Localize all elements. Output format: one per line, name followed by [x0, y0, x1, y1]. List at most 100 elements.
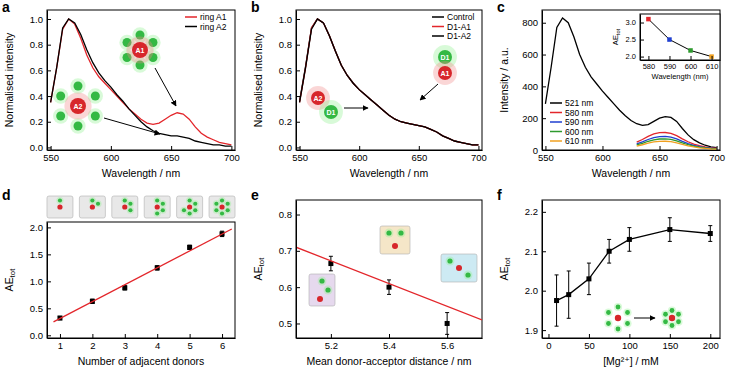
icon-glow [64, 92, 91, 119]
icon-glow [623, 319, 631, 327]
tick-mark [296, 96, 300, 97]
icon-glow [70, 78, 85, 93]
arrow [344, 108, 368, 109]
tick-label: 600 [103, 152, 119, 163]
tick-mark [710, 334, 711, 338]
tick: 700 [224, 146, 240, 163]
tick: 550 [538, 146, 554, 163]
icon-dot [128, 202, 132, 206]
tick-label: 0.8 [30, 39, 43, 50]
tick: 0.6 [279, 65, 300, 76]
legend-swatch [185, 16, 197, 18]
y-title: AEtot [498, 257, 512, 281]
tick-label: 150 [662, 340, 678, 351]
tick: 2.0 [626, 52, 644, 61]
x-axis: 550600650700 [292, 146, 487, 163]
y-title-main: Normalised intensity [252, 32, 264, 127]
tick-mark [296, 19, 300, 20]
tick-mark [47, 281, 51, 282]
icon-dot [193, 208, 197, 212]
icon-dot [132, 42, 148, 58]
icon-label: A2 [74, 103, 83, 110]
y-title: AEtot [611, 28, 621, 45]
tick-mark [296, 215, 300, 216]
legend: 521 nm580 nm590 nm600 nm610 nm [550, 98, 593, 146]
tick-mark [296, 147, 300, 148]
y-title-subscript: tot [503, 257, 512, 267]
icon-glow [464, 271, 473, 280]
y-axis: 0.00.20.40.60.81.0 [30, 11, 51, 153]
tick: 2.1 [525, 246, 546, 257]
axis-line [47, 11, 48, 151]
tick: 200 [522, 113, 546, 124]
icon-dot [57, 204, 62, 209]
legend-label: 600 nm [565, 127, 593, 137]
x-axis: 580590600610 [641, 56, 721, 71]
tick: 3 [123, 334, 128, 351]
icon-dot [188, 198, 192, 202]
x-title: Number of adjacent donors [78, 355, 205, 367]
tick-mark [670, 334, 671, 338]
icon-dot [606, 321, 611, 326]
error-bar [708, 226, 712, 242]
tick: 0.2 [30, 116, 51, 127]
panel: 5805906006102.02.53.0Wavelength (nm)AEto… [611, 14, 721, 81]
marker [607, 249, 612, 254]
tick-label: 610 [706, 62, 719, 71]
schematic: A1 A2 [53, 27, 176, 134]
icon-glow [623, 308, 631, 316]
icon-glow [614, 325, 622, 333]
legend: ring A1ring A2 [185, 12, 227, 32]
icon-box [177, 196, 203, 218]
y-title-subscript: tot [257, 257, 266, 267]
marker [646, 17, 651, 22]
tick: 2.0 [525, 285, 546, 296]
y-title-subscript: tot [615, 28, 621, 35]
tick: 700 [709, 146, 725, 163]
y-axis: 2.02.53.0 [626, 15, 644, 62]
legend-label: Control [447, 12, 475, 22]
tick-label: 600 [522, 49, 538, 60]
tick: 650 [164, 146, 180, 163]
marker [708, 231, 713, 236]
icon-glow [154, 210, 161, 217]
plot-frame [542, 200, 720, 338]
tick-mark [640, 57, 644, 58]
tick-label: 550 [43, 152, 59, 163]
tick: 1.0 [279, 14, 300, 25]
tick-label: 50 [584, 340, 595, 351]
legend-swatch [550, 112, 562, 114]
tick-mark [296, 251, 300, 252]
tick-label: 0.0 [30, 330, 43, 341]
icon-dot [188, 211, 192, 215]
tick-label: 3 [123, 340, 128, 351]
icon-glow [159, 200, 166, 207]
tick-label: 600 [352, 152, 368, 163]
tick-mark [60, 334, 61, 338]
icon-dot [616, 305, 621, 310]
tick-mark [47, 70, 51, 71]
icon-glow [94, 200, 101, 207]
tick-mark [640, 40, 644, 41]
y-title: Normalised intensity [252, 32, 264, 127]
icon-box [47, 196, 73, 218]
tick: 3.0 [626, 18, 644, 27]
marker [627, 237, 632, 242]
legend-label: 580 nm [565, 108, 593, 118]
icon-label: A1 [136, 47, 145, 54]
icon-label: A1 [441, 70, 450, 77]
plot-area [300, 19, 479, 145]
legend: ControlD1-A1D1-A2 [432, 12, 475, 41]
tick: 5.6 [441, 334, 454, 351]
tick-mark [47, 308, 51, 309]
series-line [637, 139, 717, 149]
tick: 600 [595, 146, 611, 163]
panel-label: f [497, 187, 502, 203]
icon-glow [385, 229, 394, 238]
tick: 0.0 [30, 330, 51, 341]
arrow [155, 68, 176, 106]
icon-dot [56, 92, 65, 101]
legend-swatch [432, 35, 444, 37]
tick-mark [190, 334, 191, 338]
plot-frame [542, 10, 720, 150]
